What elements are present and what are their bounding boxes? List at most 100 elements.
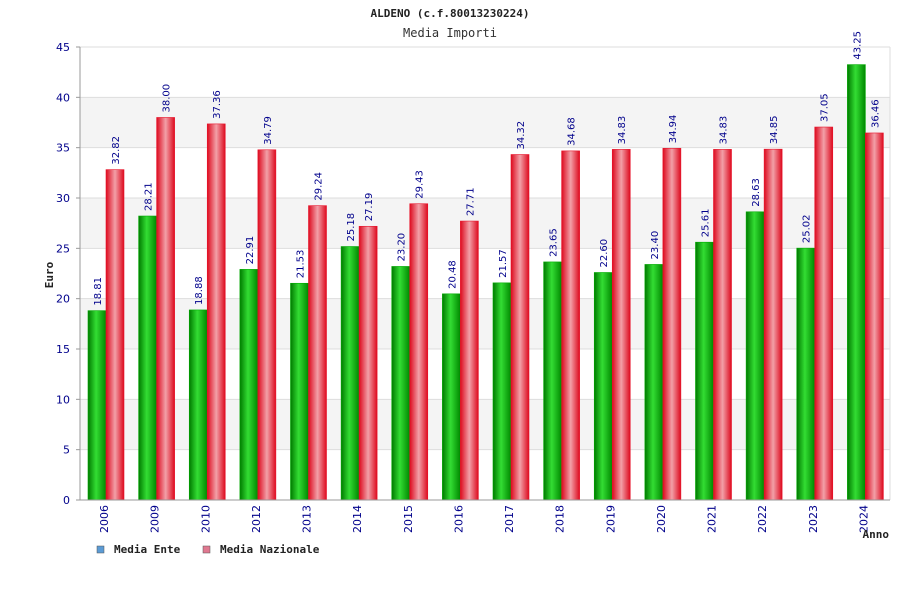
x-tick-label: 2016 xyxy=(452,505,465,533)
bar-media-nazionale xyxy=(257,149,277,501)
x-tick-label: 2020 xyxy=(655,505,668,533)
value-label: 27.19 xyxy=(364,193,375,222)
value-label: 32.82 xyxy=(111,136,122,165)
value-label: 37.05 xyxy=(820,93,831,122)
y-tick-label: 40 xyxy=(56,91,70,104)
chart-title: ALDENO (c.f.80013230224) xyxy=(371,7,530,20)
grid-band xyxy=(80,47,890,98)
value-label: 25.02 xyxy=(802,214,813,243)
value-label: 28.21 xyxy=(144,182,155,211)
bar-media-nazionale xyxy=(105,169,125,501)
bar-media-nazionale xyxy=(662,147,682,501)
y-tick-label: 35 xyxy=(56,142,70,155)
y-tick-label: 10 xyxy=(56,393,70,406)
value-label: 22.91 xyxy=(245,236,256,265)
value-label: 18.88 xyxy=(194,276,205,305)
x-tick-label: 2012 xyxy=(250,505,263,533)
bar-media-nazionale xyxy=(763,148,783,501)
y-tick-label: 30 xyxy=(56,192,70,205)
bar-media-nazionale xyxy=(814,126,834,501)
bar-media-nazionale xyxy=(409,203,429,501)
bar-media-nazionale xyxy=(206,123,226,501)
legend-swatch-media-ente xyxy=(96,545,105,554)
value-label: 23.65 xyxy=(549,228,560,257)
y-tick-label: 5 xyxy=(63,444,70,457)
x-axis-label: Anno xyxy=(863,528,890,541)
x-tick-label: 2018 xyxy=(554,505,567,533)
bar-media-ente xyxy=(239,269,259,501)
y-tick-label: 15 xyxy=(56,343,70,356)
y-tick-label: 25 xyxy=(56,242,70,255)
value-label: 18.81 xyxy=(93,277,104,306)
bar-media-ente xyxy=(442,293,461,501)
x-tick-label: 2017 xyxy=(503,505,516,533)
bar-media-nazionale xyxy=(611,149,631,501)
y-axis-label: Euro xyxy=(43,261,56,288)
x-tick-label: 2006 xyxy=(98,505,111,533)
value-label: 34.68 xyxy=(567,117,578,146)
bar-media-ente xyxy=(340,246,360,501)
value-label: 23.20 xyxy=(397,233,408,262)
bar-media-nazionale xyxy=(308,205,327,501)
x-tick-label: 2021 xyxy=(706,505,719,533)
value-label: 34.32 xyxy=(516,121,527,150)
value-label: 34.83 xyxy=(617,116,628,145)
bar-media-ente xyxy=(492,282,512,501)
bar-media-nazionale xyxy=(460,220,479,501)
x-tick-label: 2022 xyxy=(756,505,769,533)
y-tick-label: 20 xyxy=(56,293,70,306)
bar-media-ente xyxy=(745,211,765,501)
bar-media-ente xyxy=(593,272,613,501)
bar-media-nazionale xyxy=(156,117,175,501)
y-axis-ticks: 0 5 10 15 20 25 30 35 40 45 xyxy=(56,41,80,507)
x-tick-label: 2023 xyxy=(807,505,820,533)
value-labels: 18.81 32.82 28.21 38.00 18.88 37.36 22.91 34.79… xyxy=(93,31,881,306)
bar-media-nazionale xyxy=(561,150,580,501)
legend-swatch-media-nazionale xyxy=(202,545,211,554)
bar-media-ente xyxy=(695,241,714,501)
bar-media-ente xyxy=(543,261,562,501)
bar-media-ente xyxy=(391,266,411,501)
x-tick-label: 2019 xyxy=(604,505,617,533)
value-label: 27.71 xyxy=(465,187,476,216)
x-tick-label: 2009 xyxy=(149,505,162,533)
x-tick-label: 2013 xyxy=(301,505,314,533)
value-label: 34.79 xyxy=(263,116,274,145)
value-label: 38.00 xyxy=(162,84,173,113)
value-label: 34.83 xyxy=(719,116,730,145)
y-tick-label: 0 xyxy=(63,494,70,507)
value-label: 28.63 xyxy=(751,178,762,207)
value-label: 29.24 xyxy=(314,172,325,201)
value-label: 21.57 xyxy=(498,249,509,278)
legend: Media Ente Media Nazionale xyxy=(96,543,320,556)
bar-media-ente xyxy=(644,264,664,501)
legend-label-media-ente: Media Ente xyxy=(114,543,181,556)
bar-media-ente xyxy=(290,282,309,501)
value-label: 34.85 xyxy=(769,116,780,145)
value-label: 29.43 xyxy=(415,170,426,199)
value-label: 20.48 xyxy=(447,260,458,289)
bar-media-ente xyxy=(188,309,208,501)
legend-label-media-nazionale: Media Nazionale xyxy=(220,543,320,556)
x-tick-label: 2010 xyxy=(199,505,212,533)
value-label: 25.18 xyxy=(346,213,357,242)
bar-media-ente xyxy=(847,64,866,501)
value-label: 21.53 xyxy=(296,250,307,279)
x-axis-ticks: 2006 2009 2010 2012 2013 2014 2015 2016 2017 2018… xyxy=(98,505,870,533)
value-label: 43.25 xyxy=(852,31,863,60)
value-label: 37.36 xyxy=(212,90,223,119)
value-label: 34.94 xyxy=(668,115,679,144)
x-tick-label: 2014 xyxy=(351,505,364,533)
bar-media-nazionale xyxy=(358,225,378,501)
bar-media-ente xyxy=(796,247,816,501)
bar-media-ente xyxy=(138,215,157,501)
x-tick-label: 2015 xyxy=(402,505,415,533)
value-label: 36.46 xyxy=(870,99,881,128)
chart-subtitle: Media Importi xyxy=(403,26,497,40)
value-label: 25.61 xyxy=(701,209,712,238)
y-tick-label: 45 xyxy=(56,41,70,54)
value-label: 22.60 xyxy=(599,239,610,268)
bar-media-ente xyxy=(87,310,107,501)
bar-media-nazionale xyxy=(510,154,530,501)
